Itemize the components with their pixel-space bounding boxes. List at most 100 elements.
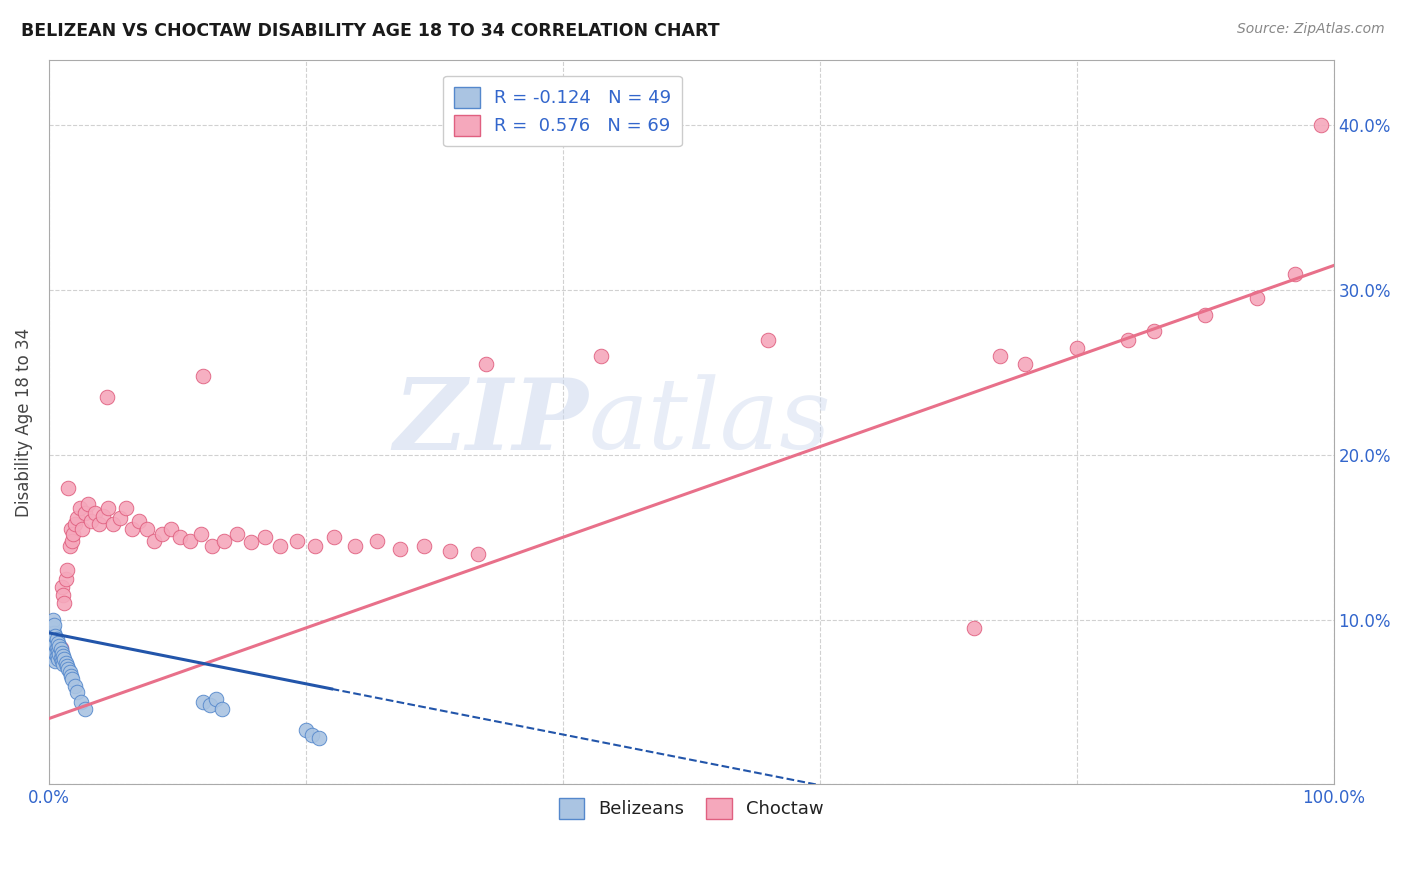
Point (46, 652, 69, 666)
Point (44, 654, 66, 668)
Point (413, 539, 436, 553)
Point (73, 506, 96, 520)
Point (51, 580, 73, 594)
Point (60, 672, 83, 686)
Point (55, 656, 77, 670)
Point (56, 563, 79, 577)
Point (51, 654, 73, 668)
Point (988, 349, 1011, 363)
Point (59, 669, 82, 683)
Point (225, 527, 247, 541)
Point (1309, 119, 1331, 133)
Point (1143, 325, 1166, 339)
Point (52, 648, 75, 663)
Point (59, 522, 82, 536)
Point (190, 527, 212, 541)
Point (58, 665, 80, 680)
Point (301, 728, 323, 742)
Point (474, 357, 496, 371)
Y-axis label: Disability Age 18 to 34: Disability Age 18 to 34 (15, 327, 32, 516)
Point (198, 698, 221, 713)
Point (963, 621, 986, 635)
Point (103, 517, 125, 532)
Point (91, 508, 114, 523)
Point (42, 637, 65, 651)
Point (439, 543, 461, 558)
Point (1284, 267, 1306, 281)
Point (63, 517, 86, 532)
Point (62, 527, 84, 541)
Point (304, 539, 326, 553)
Point (366, 533, 388, 548)
Point (295, 723, 318, 737)
Point (55, 572, 77, 586)
Point (58, 662, 80, 676)
Point (150, 527, 173, 541)
Text: BELIZEAN VS CHOCTAW DISABILITY AGE 18 TO 34 CORRELATION CHART: BELIZEAN VS CHOCTAW DISABILITY AGE 18 TO… (21, 22, 720, 40)
Point (41, 621, 63, 635)
Point (42, 642, 65, 657)
Point (323, 530, 346, 544)
Point (53, 652, 76, 666)
Point (143, 533, 166, 548)
Point (269, 539, 291, 553)
Point (49, 650, 72, 665)
Text: ZIP: ZIP (394, 374, 589, 470)
Point (97, 500, 120, 515)
Point (76, 497, 98, 511)
Point (45, 648, 67, 663)
Point (73, 701, 96, 715)
Point (128, 514, 150, 528)
Point (84, 506, 107, 520)
Point (60, 533, 83, 548)
Point (56, 658, 79, 673)
Point (44, 646, 66, 660)
Point (135, 522, 157, 536)
Point (45, 640, 67, 655)
Point (58, 539, 80, 553)
Point (42, 621, 65, 635)
Point (115, 500, 138, 515)
Point (46, 644, 69, 658)
Point (42, 646, 65, 660)
Point (44, 637, 66, 651)
Point (72, 522, 94, 536)
Point (467, 547, 489, 561)
Point (42, 625, 65, 640)
Point (66, 510, 89, 524)
Point (211, 701, 233, 715)
Point (169, 530, 191, 544)
Point (70, 695, 93, 709)
Point (41, 629, 63, 643)
Point (591, 349, 613, 363)
Point (179, 533, 201, 548)
Point (69, 500, 91, 515)
Point (48, 646, 70, 660)
Point (201, 539, 224, 553)
Point (52, 588, 75, 602)
Point (42, 648, 65, 663)
Point (239, 535, 262, 549)
Point (42, 629, 65, 643)
Point (388, 541, 411, 556)
Point (1014, 357, 1036, 371)
Point (191, 368, 214, 383)
Point (58, 481, 80, 495)
Point (66, 685, 89, 699)
Point (52, 657, 75, 672)
Point (1246, 292, 1268, 306)
Point (41, 637, 63, 651)
Point (108, 510, 131, 524)
Point (121, 522, 143, 536)
Point (42, 646, 65, 660)
Point (63, 679, 86, 693)
Point (253, 530, 276, 544)
Point (1066, 341, 1088, 355)
Point (45, 632, 67, 647)
Point (49, 640, 72, 655)
Point (87, 517, 110, 532)
Point (42, 613, 65, 627)
Point (160, 522, 183, 536)
Point (308, 731, 330, 746)
Text: atlas: atlas (589, 375, 831, 470)
